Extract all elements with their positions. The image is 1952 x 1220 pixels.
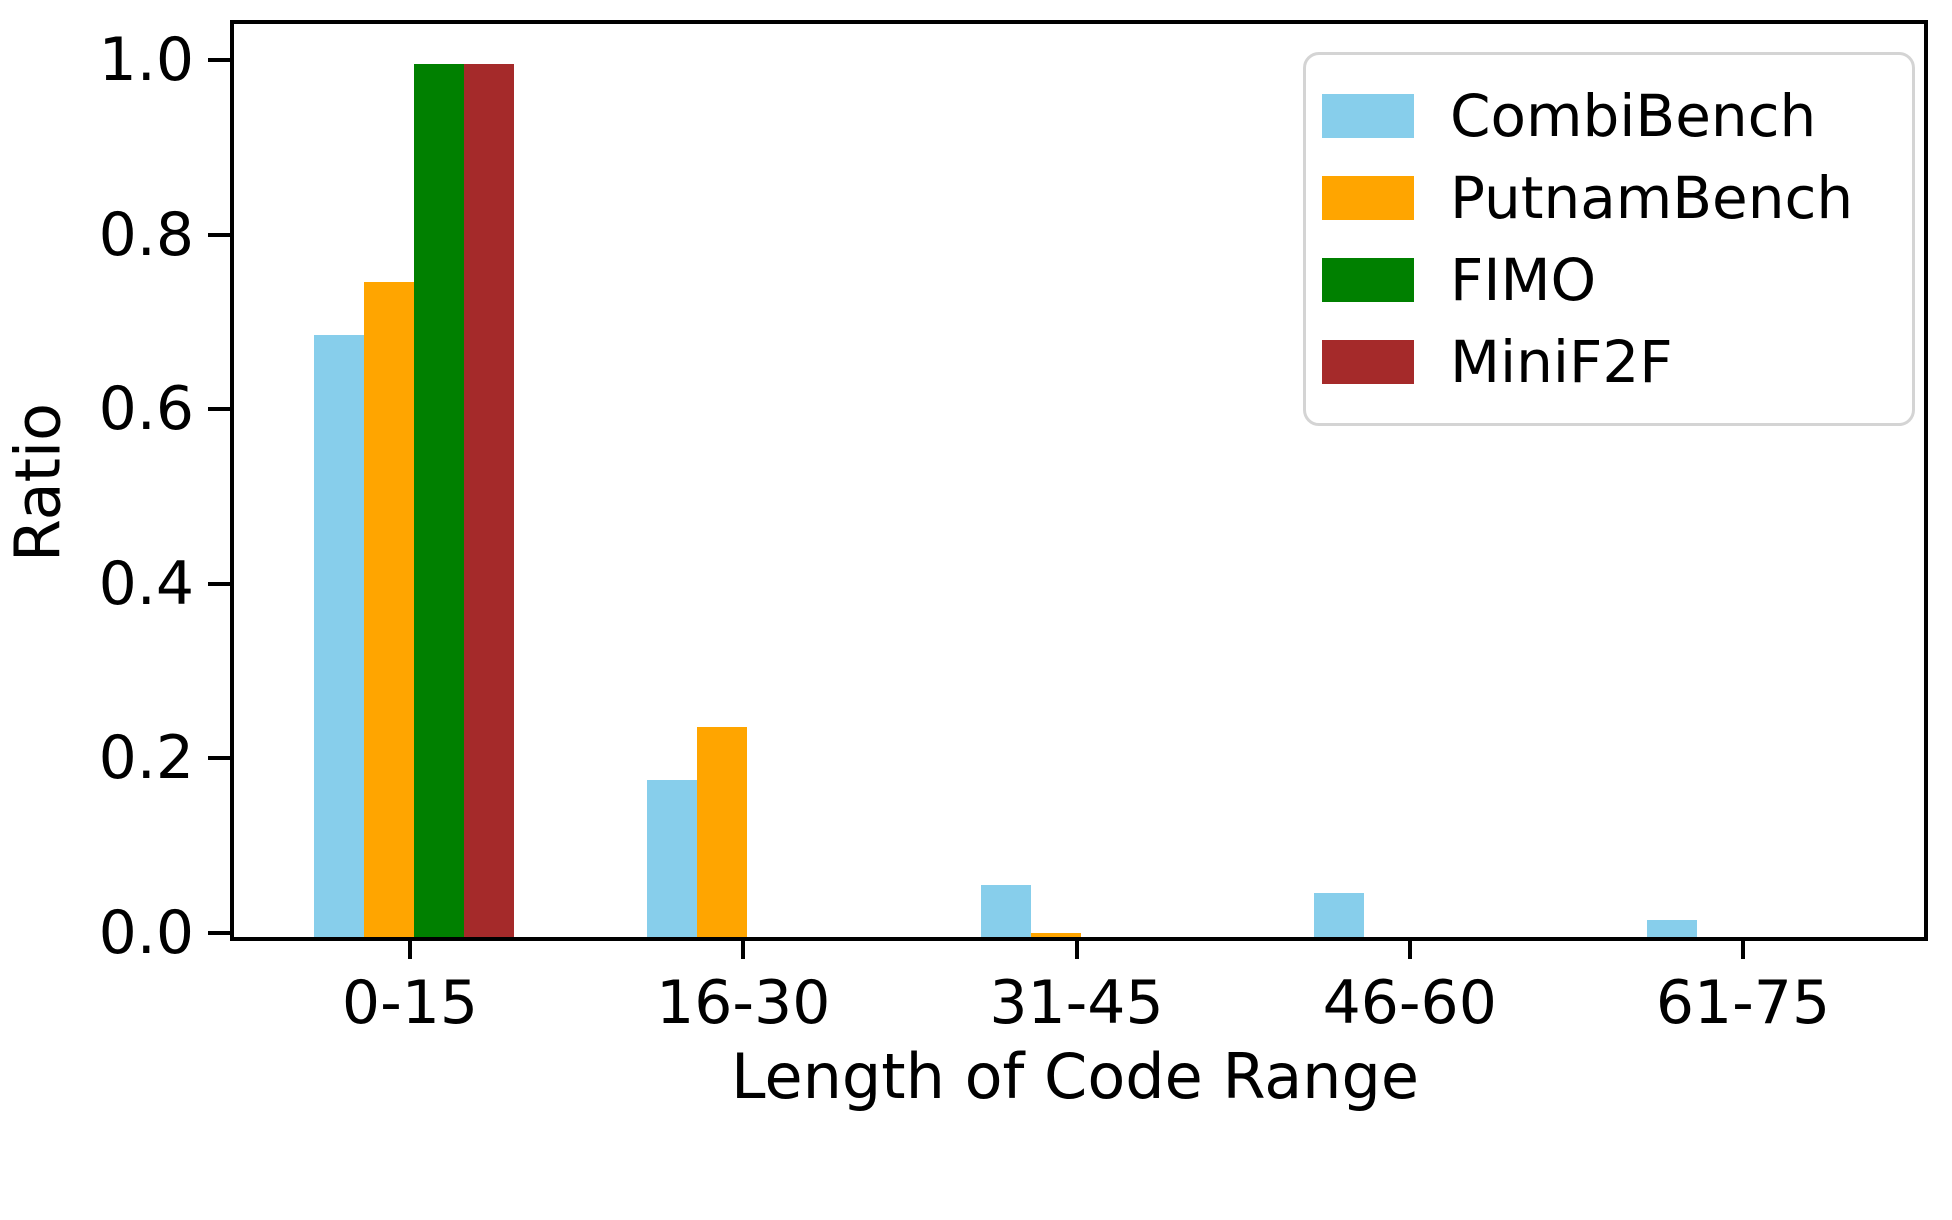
y-tick-label-0.0: 0.0 [98,898,194,968]
bar-fimo-0-15 [414,64,464,937]
bar-putnambench-31-45 [1030,933,1081,937]
bar-combibench-31-45 [980,885,1031,937]
y-tick-mark-0.0 [208,931,230,935]
bar-combibench-16-30 [647,780,698,937]
x-axis-label: Length of Code Range [731,1040,1419,1113]
x-tick-label-31-45: 31-45 [989,968,1164,1038]
y-tick-label-1.0: 1.0 [98,25,194,95]
bar-combibench-0-15 [314,335,364,937]
bar-putnambench-16-30 [697,727,748,937]
legend-row: MiniF2F [1322,321,1888,403]
x-tick-mark-46-60 [1407,937,1412,959]
legend-swatch-putnambench [1322,176,1414,220]
x-tick-label-46-60: 46-60 [1322,968,1497,1038]
x-tick-mark-31-45 [1074,937,1079,959]
legend-swatch-minif2f [1322,340,1414,384]
x-tick-mark-16-30 [741,937,746,959]
x-tick-mark-61-75 [1741,937,1745,959]
x-tick-label-16-30: 16-30 [656,968,831,1038]
legend-label-putnambench: PutnamBench [1450,164,1854,232]
y-tick-label-0.8: 0.8 [98,199,194,270]
y-tick-mark-0.4 [208,581,230,586]
bar-putnambench-0-15 [364,282,414,937]
legend-row: PutnamBench [1322,157,1888,239]
legend-label-fimo: FIMO [1450,246,1597,314]
legend-swatch-fimo [1322,258,1414,302]
y-tick-label-0.2: 0.2 [98,723,194,794]
legend-label-combibench: CombiBench [1450,82,1817,150]
y-tick-mark-0.8 [208,232,230,237]
legend-row: CombiBench [1322,75,1888,157]
y-tick-mark-1.0 [208,58,230,62]
y-tick-mark-0.2 [208,756,230,761]
x-tick-label-0-15: 0-15 [341,968,479,1038]
bar-minif2f-0-15 [464,64,514,937]
legend-label-minif2f: MiniF2F [1450,328,1673,396]
legend: CombiBench PutnamBench FIMO MiniF2F [1303,52,1915,426]
y-tick-label-0.6: 0.6 [98,374,194,445]
legend-row: FIMO [1322,239,1888,321]
bar-combibench-46-60 [1313,893,1364,937]
legend-swatch-combibench [1322,94,1414,138]
y-tick-mark-0.6 [208,407,230,412]
bar-combibench-61-75 [1647,920,1697,937]
x-tick-label-61-75: 61-75 [1655,968,1831,1038]
x-tick-mark-0-15 [408,937,412,959]
y-tick-label-0.4: 0.4 [98,548,194,619]
y-axis-label: Ratio [1,402,75,563]
